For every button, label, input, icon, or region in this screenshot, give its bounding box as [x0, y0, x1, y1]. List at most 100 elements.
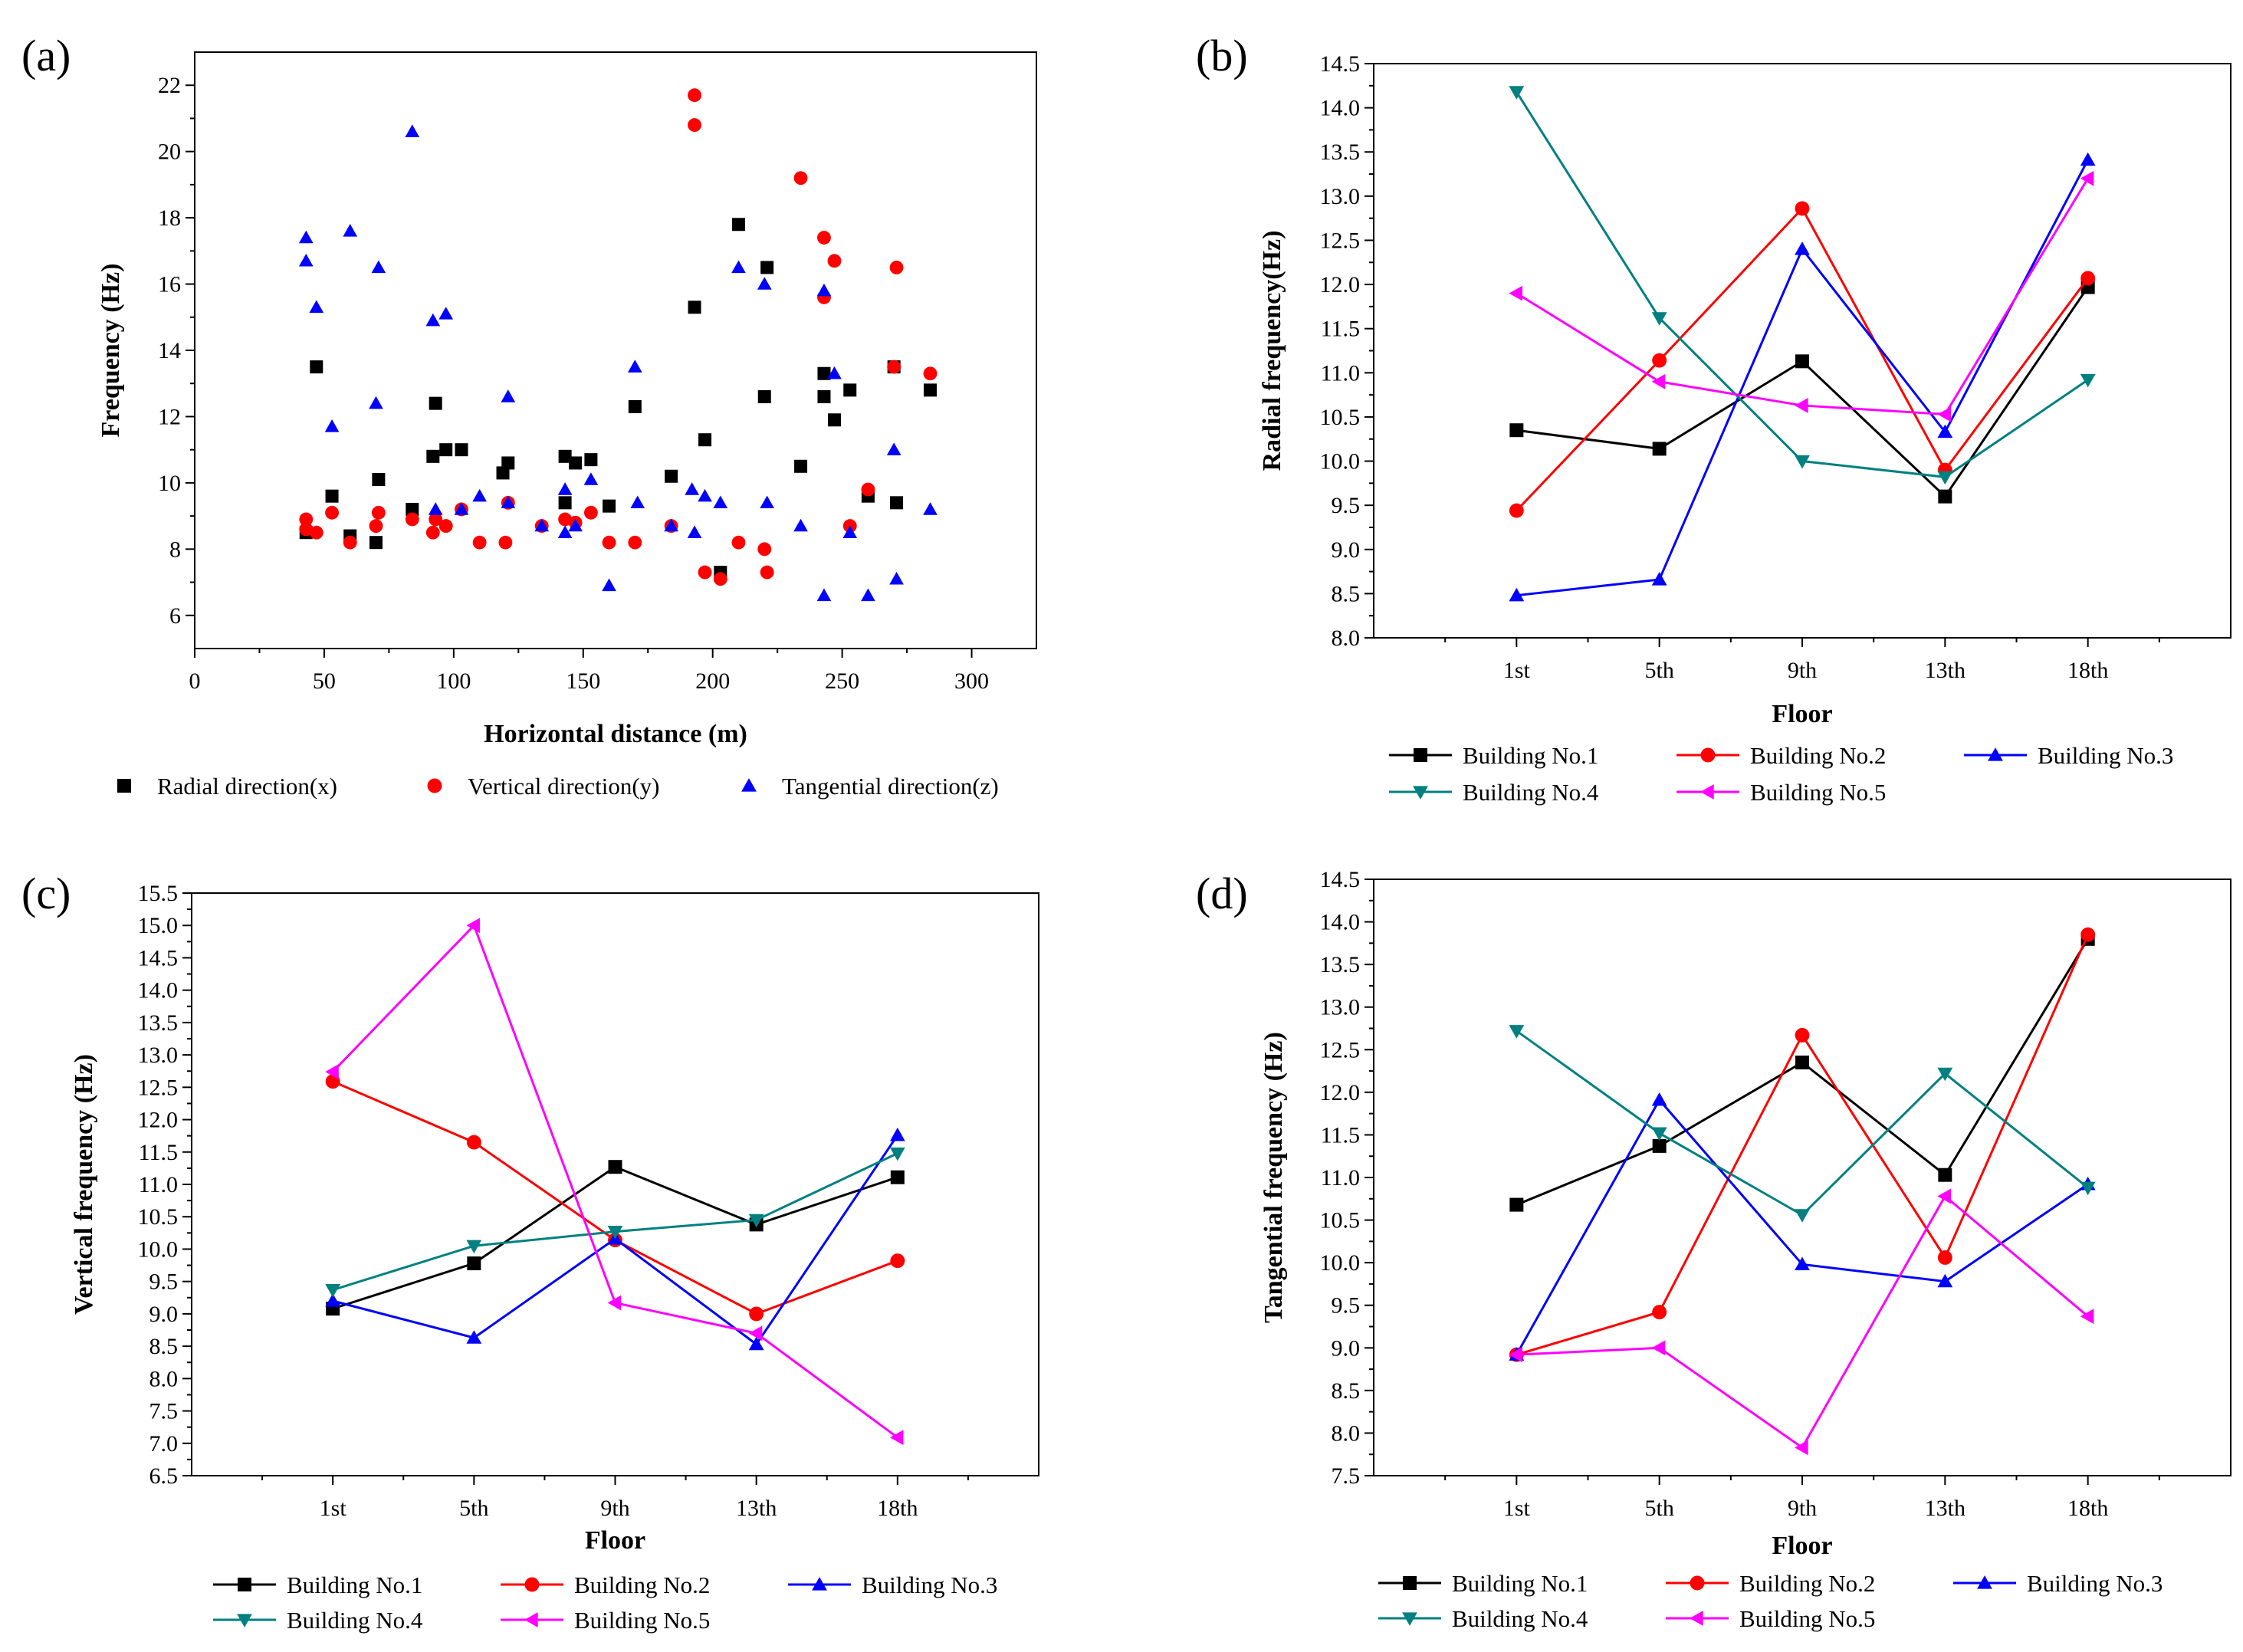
plot-frame	[194, 51, 1037, 649]
plot-frame	[1373, 879, 2232, 1476]
y-tick-label: 12	[158, 404, 181, 429]
series-building-no-3	[1509, 1092, 2096, 1361]
data-point	[688, 301, 701, 314]
legend-item: Building No.5	[1677, 779, 1886, 806]
data-point	[602, 578, 616, 592]
y-tick-label: 13.0	[1320, 184, 1361, 209]
y-tick-label: 10.0	[1320, 449, 1361, 475]
x-tick-label: 5th	[1644, 1496, 1673, 1521]
data-point	[343, 224, 358, 237]
legend-marker	[812, 1577, 827, 1591]
data-point	[731, 218, 745, 232]
x-tick-label: 0	[189, 668, 201, 694]
x-tick-label: 18th	[2067, 658, 2108, 683]
y-tick-label: 16	[158, 272, 181, 297]
data-point	[1795, 241, 1810, 255]
data-point	[299, 512, 314, 527]
data-point	[923, 366, 938, 381]
series-line	[1516, 938, 2089, 1206]
data-point	[889, 1127, 905, 1141]
y-tick-label: 14	[158, 338, 181, 363]
series-line	[1516, 159, 2089, 597]
data-point	[405, 512, 419, 527]
data-point	[569, 456, 583, 470]
legend-label: Building No.1	[1452, 1570, 1588, 1597]
data-point	[1509, 1197, 1524, 1212]
series-building-no-1	[1509, 280, 2095, 504]
x-tick-label: 18th	[877, 1496, 918, 1521]
y-tick-label: 7.5	[1332, 1463, 1361, 1489]
data-point	[1651, 312, 1667, 326]
panel-label: (d)	[1196, 869, 1248, 918]
y-tick-label: 12.0	[1320, 1080, 1361, 1105]
data-point	[372, 473, 386, 487]
data-point	[426, 449, 440, 463]
y-tick-label: 12.0	[1320, 272, 1361, 297]
data-point	[310, 360, 323, 374]
y-tick-label: 9.5	[149, 1269, 179, 1295]
data-point	[890, 496, 904, 510]
data-point	[685, 482, 700, 495]
data-point	[608, 1160, 622, 1174]
y-tick-label: 14.0	[1320, 96, 1361, 121]
legend-marker	[117, 779, 131, 793]
y-tick-label: 11.5	[1321, 317, 1360, 342]
series-building-no-5	[1509, 1188, 2094, 1456]
data-point	[557, 482, 573, 495]
data-point	[583, 505, 598, 520]
data-point	[664, 518, 678, 532]
legend-marker	[1700, 747, 1716, 763]
data-point	[1795, 1209, 1810, 1223]
data-point	[501, 389, 516, 402]
data-point	[1937, 406, 1951, 422]
data-point	[369, 536, 383, 550]
x-tick-label: 5th	[459, 1496, 488, 1521]
data-point	[1937, 1067, 1953, 1082]
data-point	[923, 383, 937, 397]
data-point	[299, 522, 314, 537]
legend-label: Building No.4	[287, 1607, 423, 1634]
y-axis-title: Frequency (Hz)	[97, 264, 125, 438]
data-point	[1795, 1055, 1809, 1069]
y-tick-label: 18	[158, 205, 181, 231]
data-point	[627, 360, 642, 373]
legend-item: Building No.4	[1378, 1605, 1588, 1632]
legend-marker	[1988, 747, 2003, 761]
y-tick-label: 9.0	[1332, 537, 1361, 563]
data-point	[1937, 1188, 1951, 1204]
data-point	[890, 1170, 905, 1184]
data-point	[1795, 1440, 1808, 1456]
chart-panel-c: (c) 6.5 7.0 7.5 8.0 8.5 9.0 9.5 10.0 10.5 11.0 11.5…	[21, 869, 1039, 1634]
data-point	[466, 918, 480, 934]
data-point	[665, 469, 678, 483]
legend-item: Building No.1	[1389, 742, 1598, 769]
y-axis-title: Radial frequency(Hz)	[1258, 231, 1286, 471]
x-tick-label: 1st	[1503, 1496, 1531, 1521]
chart-panel-d: (d) 7.5 8.0 8.5 9.0 9.5 10.0 10.5 11.0 11.5 12.0 12…	[1196, 867, 2232, 1632]
legend-marker	[1690, 1611, 1703, 1626]
data-point	[466, 1240, 482, 1254]
data-point	[1651, 1127, 1667, 1141]
x-tick-label: 13th	[1925, 1496, 1965, 1521]
legend-marker	[741, 778, 757, 792]
legend-label: Building No.3	[2027, 1570, 2163, 1597]
data-point	[425, 525, 440, 540]
data-point	[1795, 354, 1809, 369]
y-tick-label: 11.0	[1321, 360, 1360, 386]
y-tick-label: 8	[169, 537, 181, 562]
data-point	[607, 1295, 622, 1311]
legend-item: Radial direction(x)	[117, 773, 337, 800]
data-point	[698, 433, 712, 447]
data-point	[557, 525, 573, 538]
series-building-no-5	[1509, 170, 2094, 422]
y-tick-label: 8.5	[149, 1334, 179, 1359]
data-point	[748, 1214, 764, 1228]
x-tick-label: 100	[436, 668, 471, 694]
chart-panel-b: (b) 8.0 8.5 9.0 9.5 10.0 10.5 11.0 11.5 12.0 12.5 1…	[1196, 31, 2232, 806]
data-point	[1795, 1027, 1810, 1043]
data-point	[429, 396, 442, 410]
panel-label: (b)	[1196, 31, 1248, 80]
y-tick-label: 10.5	[138, 1204, 179, 1230]
legend-marker	[1403, 1576, 1417, 1590]
data-point	[501, 495, 516, 509]
